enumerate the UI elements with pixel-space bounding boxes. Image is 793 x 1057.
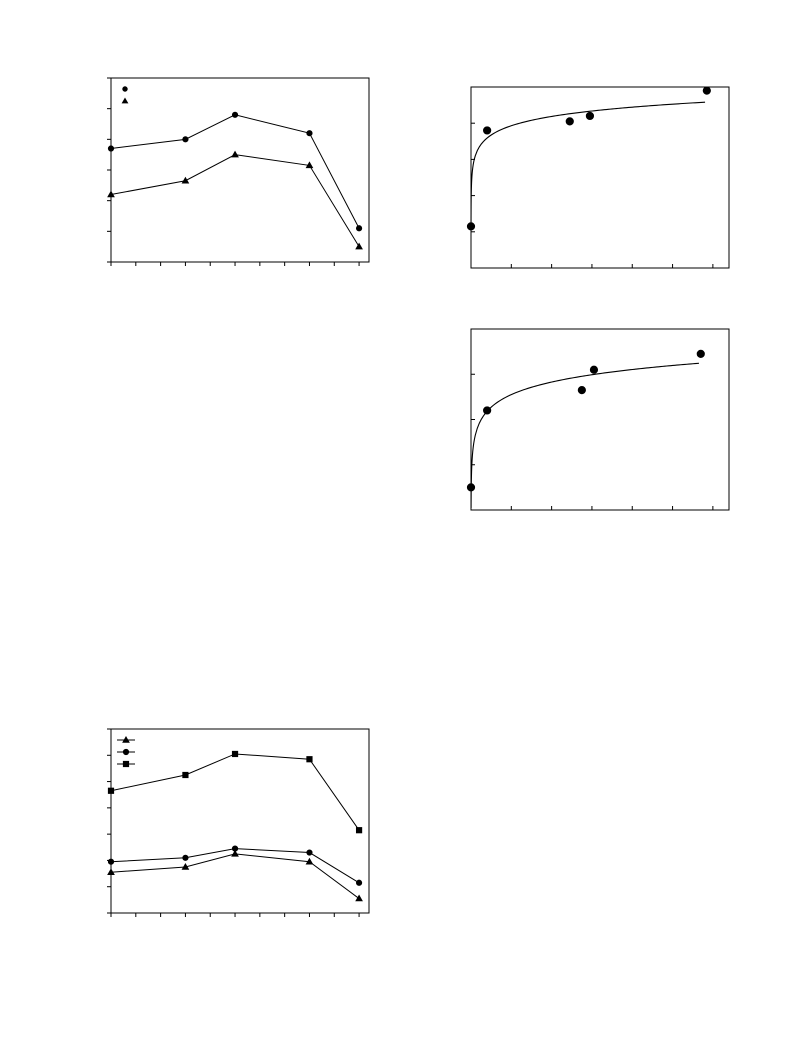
data-point-square	[182, 771, 189, 779]
data-point-circle	[355, 225, 363, 232]
data-point-square	[306, 756, 313, 763]
line-chart-bottom-left	[107, 728, 370, 917]
plot-frame	[110, 77, 370, 263]
line-chart-top-left	[107, 77, 370, 266]
data-point	[466, 483, 476, 492]
data-point-triangle	[355, 242, 363, 250]
legend-marker-triangle	[121, 97, 129, 104]
data-point-circle	[355, 879, 363, 886]
legend-marker-circle	[122, 748, 130, 756]
data-point-triangle	[231, 150, 239, 158]
data-point-triangle	[181, 176, 190, 184]
data-point-circle	[107, 145, 115, 152]
legend-marker-triangle	[122, 736, 130, 743]
data-point-circle	[231, 845, 239, 852]
data-point-triangle	[355, 894, 363, 902]
data-point-triangle	[305, 857, 314, 865]
data-point-circle	[306, 849, 313, 856]
series-line-square	[110, 753, 360, 831]
data-point	[696, 349, 705, 358]
legend-marker-circle	[122, 86, 128, 92]
plot-frame	[470, 86, 730, 269]
series-line-triangle	[110, 154, 360, 247]
data-point-triangle	[305, 161, 314, 169]
data-point	[589, 365, 599, 374]
data-point-square	[107, 787, 115, 794]
data-point-circle	[182, 136, 189, 143]
data-point-triangle	[107, 190, 115, 198]
fit-curve	[470, 362, 700, 508]
legend-marker-square	[122, 760, 130, 768]
data-point	[483, 126, 492, 135]
data-point	[702, 86, 711, 95]
data-point-circle	[231, 111, 239, 118]
data-point-triangle	[107, 868, 115, 875]
plot-frame	[470, 328, 730, 511]
data-point	[483, 406, 492, 415]
data-point-triangle	[181, 863, 190, 870]
data-point	[565, 117, 574, 126]
data-point-circle	[182, 854, 189, 861]
data-point	[577, 385, 586, 395]
fit-curve	[470, 101, 706, 228]
data-point-square	[355, 827, 363, 834]
scatter-chart-top-right	[466, 86, 730, 269]
data-point-square	[231, 750, 239, 758]
plot-frame	[110, 728, 370, 914]
scatter-chart-middle-right	[466, 328, 730, 511]
data-point-circle	[107, 858, 115, 865]
data-point	[466, 222, 476, 231]
data-point-triangle	[231, 849, 239, 857]
data-point	[585, 111, 595, 121]
data-point-circle	[306, 130, 313, 137]
series-line-circle	[110, 114, 360, 229]
